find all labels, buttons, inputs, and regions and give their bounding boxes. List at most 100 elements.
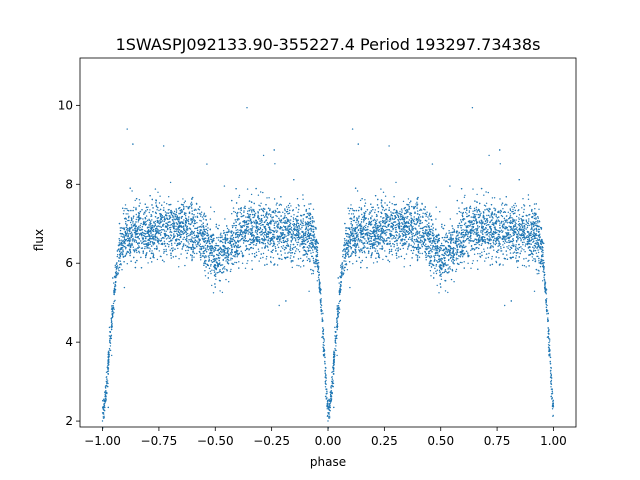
data-point [381, 236, 384, 238]
data-point [292, 217, 295, 219]
data-point [397, 238, 399, 240]
data-point [486, 237, 489, 240]
data-point [435, 263, 438, 266]
data-point [376, 235, 378, 237]
data-point [280, 254, 283, 256]
data-point [436, 284, 438, 287]
data-point [424, 212, 427, 215]
data-point [433, 246, 436, 248]
data-point [173, 223, 175, 226]
data-point [320, 303, 322, 306]
data-point [246, 247, 248, 249]
data-point [125, 248, 127, 250]
data-point [456, 213, 458, 215]
data-point [505, 238, 507, 240]
data-point [488, 211, 490, 213]
data-point [120, 264, 122, 266]
data-point [381, 209, 384, 211]
data-point [476, 260, 479, 262]
data-point [363, 228, 365, 230]
data-point [400, 213, 403, 216]
data-point [396, 257, 398, 259]
data-point [452, 227, 454, 230]
data-point [203, 252, 205, 255]
data-point [291, 229, 293, 232]
data-point [296, 264, 298, 267]
data-point [413, 241, 415, 243]
data-point [302, 198, 304, 200]
data-point [478, 209, 480, 212]
data-point [145, 256, 147, 259]
data-point [413, 218, 415, 220]
data-point [443, 271, 445, 274]
data-point [498, 244, 500, 247]
data-point [453, 281, 455, 283]
data-point [496, 231, 498, 234]
data-point [234, 224, 236, 227]
data-point [447, 250, 449, 252]
data-point [542, 270, 544, 273]
data-point [223, 237, 226, 239]
data-point [192, 241, 195, 244]
data-point [296, 232, 298, 235]
data-point [183, 202, 185, 204]
data-point [449, 185, 451, 187]
data-point [513, 204, 515, 207]
data-point [365, 240, 367, 242]
data-point [464, 194, 466, 197]
data-point [179, 212, 182, 215]
data-point [447, 291, 449, 294]
data-point [248, 253, 250, 255]
data-point [516, 261, 518, 263]
data-point [368, 243, 370, 245]
data-point [116, 265, 119, 267]
data-point [177, 227, 180, 229]
data-point [144, 247, 146, 250]
data-point [471, 262, 474, 265]
data-point [201, 216, 204, 218]
data-point [326, 401, 329, 403]
data-point [204, 228, 206, 231]
data-point [393, 244, 395, 246]
data-point [473, 233, 475, 235]
data-point [524, 233, 526, 235]
data-point [471, 247, 473, 249]
data-point [498, 241, 500, 243]
data-point [295, 207, 297, 209]
data-point [450, 278, 453, 281]
data-point [352, 250, 354, 253]
data-point [212, 247, 214, 250]
data-point [425, 243, 427, 245]
data-point [461, 214, 463, 217]
data-point [533, 203, 536, 205]
data-point [281, 222, 283, 224]
data-point [132, 224, 135, 227]
data-point [502, 208, 504, 210]
data-point [103, 417, 106, 419]
data-point [191, 254, 193, 257]
data-point [135, 213, 137, 216]
data-point [187, 218, 190, 220]
data-point [168, 246, 170, 248]
data-point [408, 225, 410, 227]
data-point [421, 222, 423, 224]
data-point [301, 235, 303, 237]
data-point [516, 229, 519, 232]
data-point [370, 233, 372, 235]
data-point [495, 261, 498, 264]
data-point [152, 244, 154, 246]
data-point [238, 196, 240, 198]
data-point [507, 229, 509, 231]
data-point [163, 145, 165, 147]
data-point [439, 258, 441, 260]
data-point [246, 188, 249, 190]
data-point [449, 253, 451, 256]
data-point [485, 231, 487, 234]
data-point [316, 255, 319, 258]
data-point [533, 290, 536, 292]
data-point [159, 220, 161, 222]
data-point [242, 239, 245, 241]
data-point [469, 224, 472, 226]
data-point [535, 232, 537, 235]
data-point [374, 221, 377, 224]
